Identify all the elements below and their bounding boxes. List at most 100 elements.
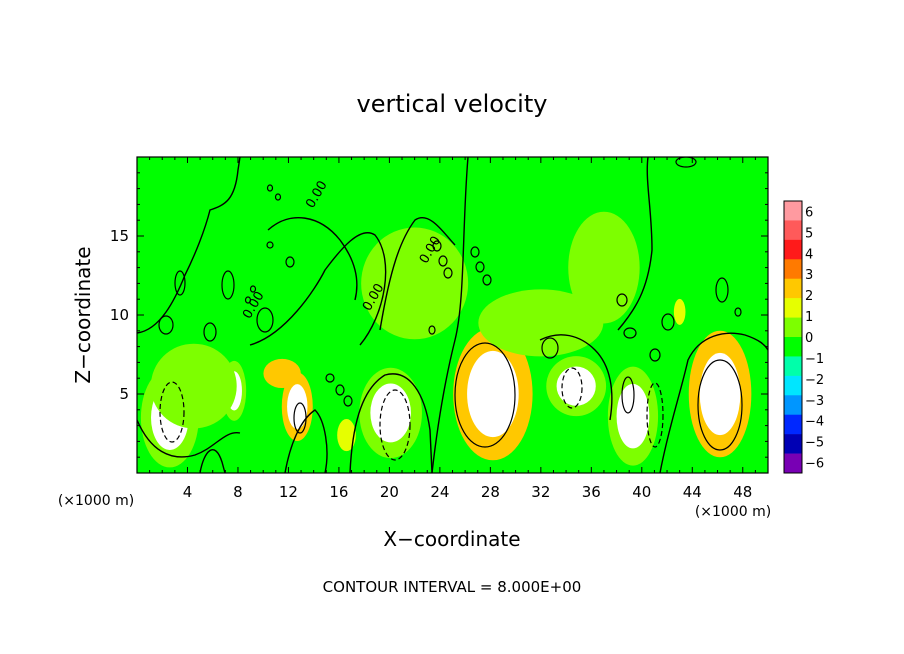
colorbar-label: −2 [805, 373, 824, 388]
zero-contour [617, 157, 653, 331]
closed-contour [715, 277, 729, 303]
closed-contour [649, 348, 661, 362]
velocity-cell [478, 289, 604, 357]
closed-contour [438, 255, 448, 267]
closed-contour [734, 307, 742, 317]
negative-contour [379, 389, 411, 461]
colorbar-label: 1 [805, 310, 813, 325]
zero-contour [379, 217, 456, 331]
zero-contour [267, 216, 358, 301]
zero-contour [284, 409, 328, 473]
velocity-core [556, 366, 596, 406]
closed-contour [482, 274, 492, 286]
colorbar-swatch [784, 375, 802, 396]
zero-contour [659, 332, 768, 473]
closed-contour [266, 184, 274, 192]
velocity-cell [568, 211, 640, 324]
velocity-cell [263, 358, 301, 389]
colorbar-label: −4 [805, 415, 824, 430]
velocity-core [616, 383, 650, 449]
closed-contour [343, 395, 353, 407]
inner-contour [293, 402, 307, 434]
velocity-cell [673, 298, 686, 325]
velocity-cell [150, 343, 237, 429]
zero-contour [137, 157, 241, 334]
velocity-core [370, 383, 411, 443]
x-tick-label: 36 [582, 483, 601, 501]
x-axis: 4 8 12 16 20 24 28 32 36 40 44 48 [149, 157, 756, 501]
colorbar-swatch [784, 239, 802, 260]
y-axis-label: Z−coordinate [71, 246, 95, 383]
inner-contour [454, 342, 516, 448]
colorbar-swatch [784, 414, 802, 435]
negative-contour [646, 382, 664, 448]
velocity-field [140, 211, 752, 468]
velocity-core [699, 352, 741, 436]
closed-contour [325, 373, 335, 383]
colorbar-label: 4 [805, 247, 813, 262]
closed-contour [274, 193, 282, 201]
closed-contour [432, 240, 442, 252]
zero-contour [249, 232, 387, 346]
velocity-cell [337, 418, 356, 452]
colorbar-swatch [784, 453, 802, 474]
x-tick-label: 12 [279, 483, 298, 501]
colorbar-label: 0 [805, 331, 813, 346]
zero-contour [199, 449, 226, 473]
colorbar-label: 6 [805, 206, 813, 221]
chart-title: vertical velocity [357, 90, 548, 118]
zero-contour [431, 157, 469, 473]
colorbar-label: 5 [805, 226, 813, 241]
closed-contour [256, 307, 274, 333]
x-tick-label: 16 [329, 483, 348, 501]
x-tick-label: 4 [183, 483, 193, 501]
closed-contour [428, 325, 436, 335]
x-tick-label: 32 [531, 483, 550, 501]
colorbar-label: −5 [805, 436, 824, 451]
x-tick-label: 24 [430, 483, 449, 501]
colorbar-swatch [784, 259, 802, 280]
x-tick-label: 40 [632, 483, 651, 501]
colorbar-label: −1 [805, 352, 824, 367]
zero-contour [349, 373, 433, 473]
velocity-core [287, 384, 308, 430]
x-tick-label: 20 [380, 483, 399, 501]
x-unit-left: (×1000 m) [58, 493, 134, 509]
colorbar-label: −6 [805, 457, 824, 472]
closed-contour [221, 270, 235, 300]
colorbar-frame [783, 200, 803, 474]
colorbar-swatch [784, 298, 802, 318]
closed-contour [174, 270, 186, 296]
x-tick-label: 48 [733, 483, 752, 501]
colorbar-swatch [784, 220, 802, 241]
closed-contour [661, 313, 675, 331]
closed-contour [203, 322, 217, 342]
x-unit-right: (×1000 m) [695, 504, 771, 520]
colorbar-swatch [784, 201, 802, 221]
contour-interval-note: CONTOUR INTERVAL = 8.000E+00 [323, 578, 582, 596]
y-tick-label: 5 [119, 385, 129, 403]
y-tick-label: 15 [110, 227, 129, 245]
colorbar-label: 2 [805, 289, 813, 304]
x-tick-label: 44 [683, 483, 702, 501]
closed-contour [623, 327, 637, 339]
plot-area: 0.000.000.000.00 [137, 157, 768, 473]
closed-contour [675, 157, 697, 168]
closed-contour [249, 285, 257, 293]
colorbar-label: −3 [805, 394, 824, 409]
y-tick-label: 10 [110, 306, 129, 324]
velocity-cell [361, 227, 469, 340]
negative-contour [159, 381, 185, 443]
colorbar-swatch [784, 356, 802, 377]
closed-contour [285, 256, 295, 268]
closed-contour [266, 241, 274, 249]
colorbar-swatch [784, 395, 802, 416]
closed-contour [244, 296, 252, 304]
x-axis-label: X−coordinate [383, 527, 520, 551]
closed-contour [335, 384, 345, 396]
closed-contour [475, 261, 485, 273]
x-tick-label: 28 [481, 483, 500, 501]
colorbar-swatch [784, 337, 802, 357]
colorbar-swatch [784, 434, 802, 454]
